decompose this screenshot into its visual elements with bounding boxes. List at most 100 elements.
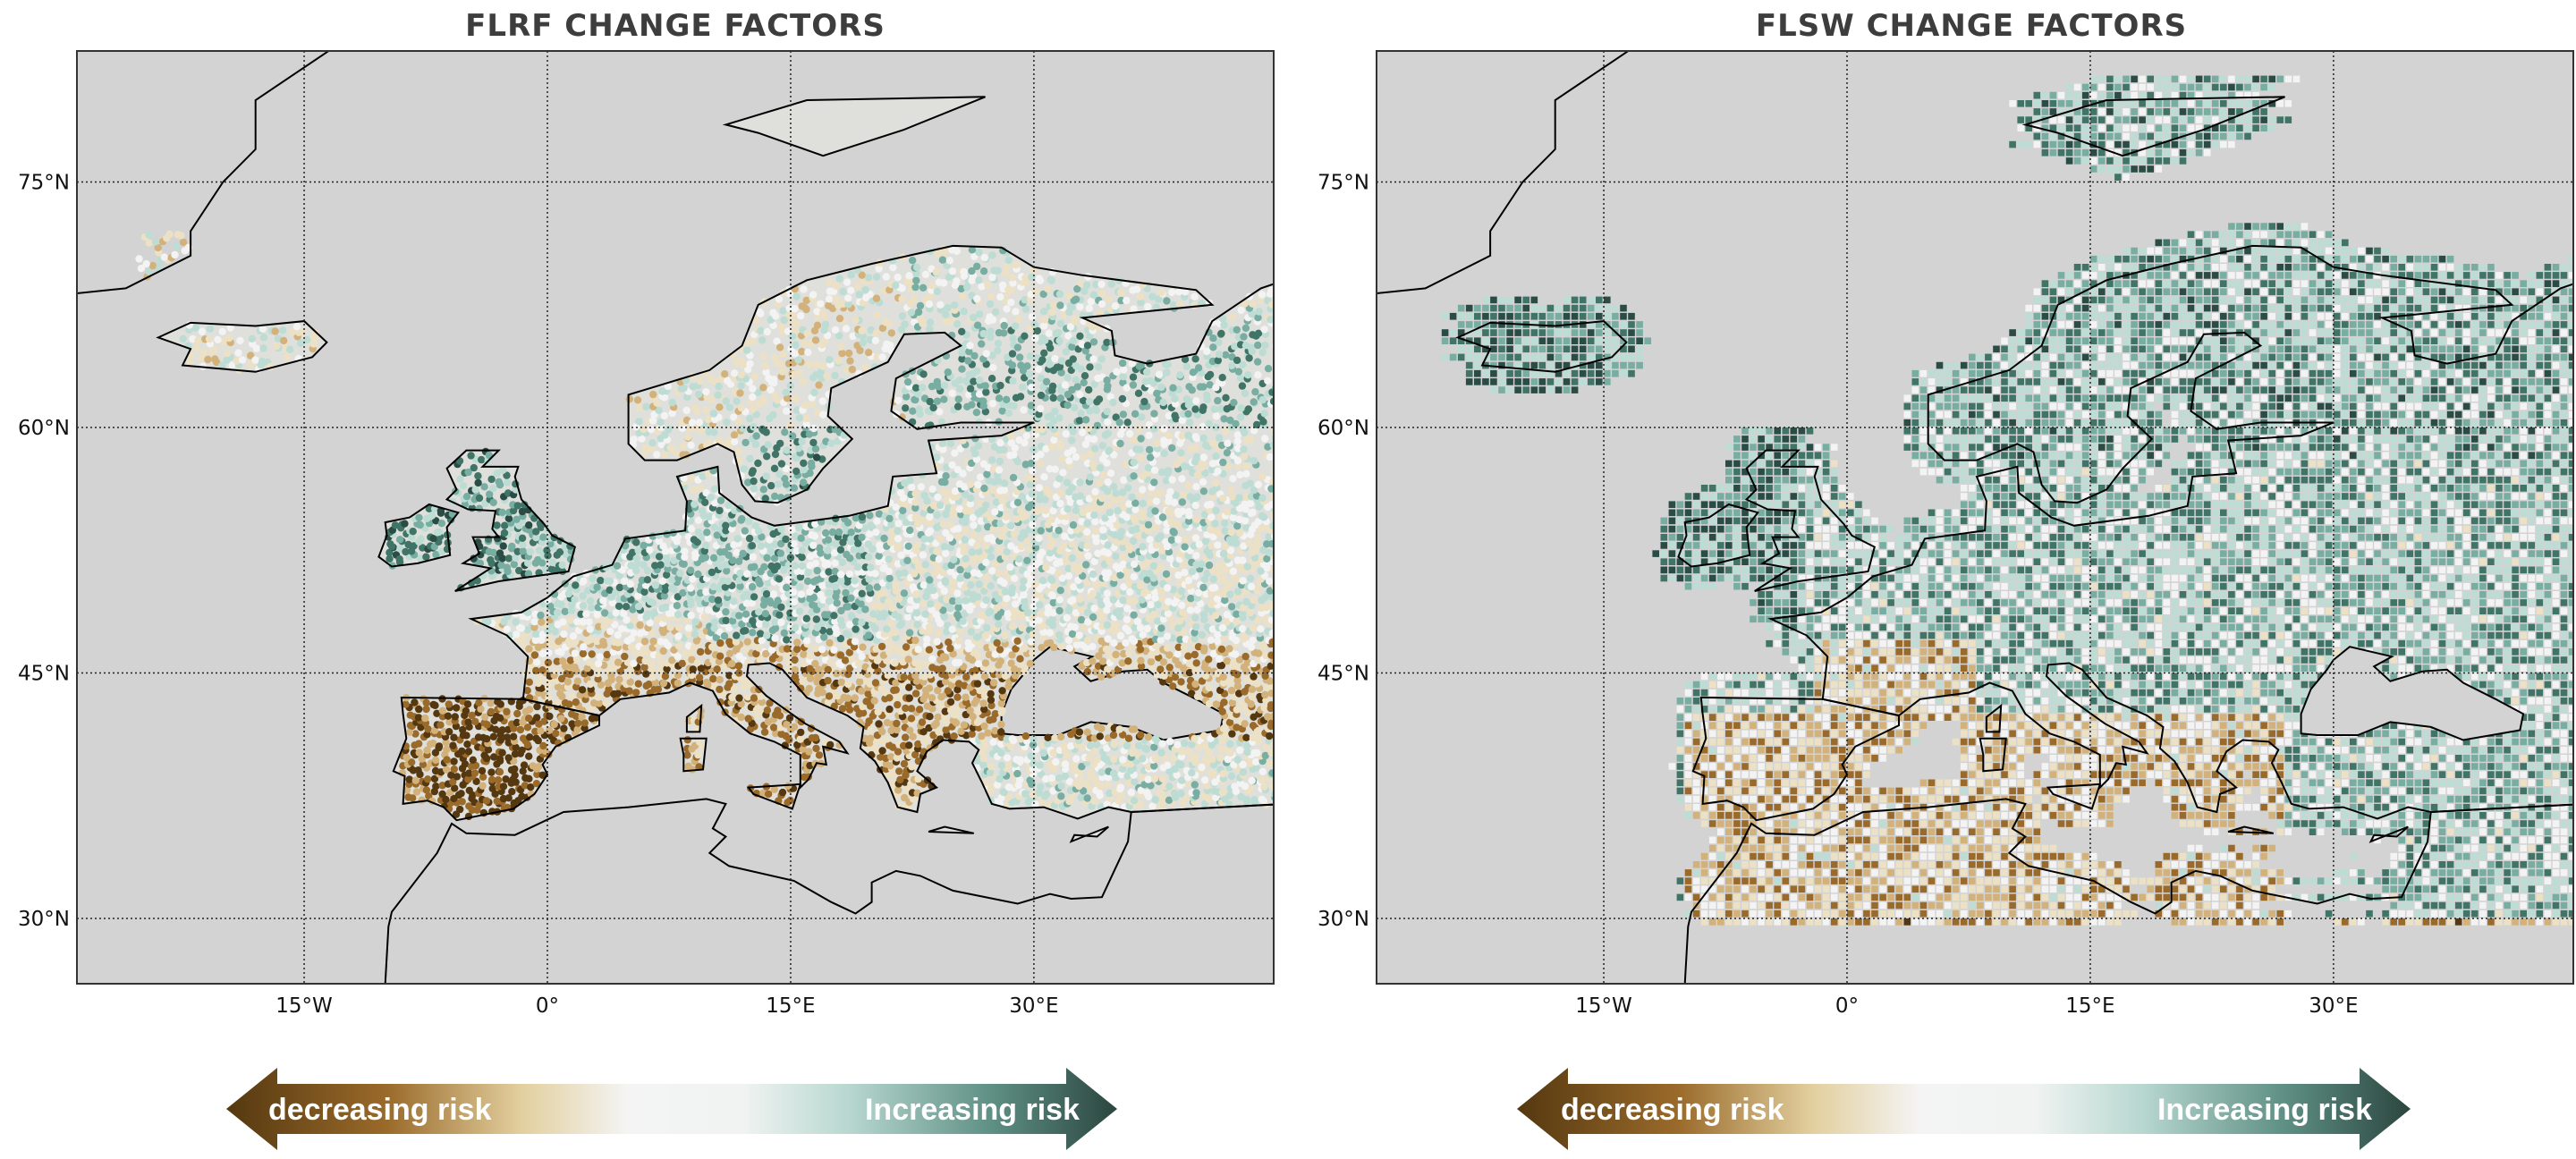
- risk-point: [1246, 574, 1255, 583]
- risk-point: [527, 783, 535, 791]
- risk-point: [795, 414, 804, 422]
- risk-point: [1225, 678, 1234, 686]
- risk-point: [817, 590, 825, 599]
- risk-point: [1119, 756, 1127, 764]
- risk-point: [738, 515, 746, 523]
- risk-point: [978, 732, 986, 740]
- risk-point: [720, 632, 729, 640]
- risk-point: [588, 604, 596, 612]
- risk-point: [836, 651, 845, 659]
- risk-point: [735, 612, 743, 620]
- risk-point: [887, 753, 895, 761]
- risk-point: [568, 720, 576, 728]
- risk-point: [781, 428, 789, 436]
- risk-point: [1181, 569, 1189, 577]
- risk-point: [724, 577, 732, 586]
- risk-point: [1228, 493, 1237, 501]
- risk-point: [1268, 638, 1274, 647]
- risk-point: [1096, 464, 1105, 472]
- risk-point: [802, 414, 811, 423]
- risk-point: [935, 555, 944, 563]
- risk-point: [1060, 742, 1069, 750]
- risk-point: [974, 660, 983, 668]
- risk-point: [431, 756, 440, 764]
- risk-point: [902, 704, 910, 713]
- risk-point: [975, 580, 984, 588]
- risk-point: [1104, 734, 1113, 742]
- risk-point: [946, 520, 954, 529]
- risk-point: [1065, 797, 1073, 806]
- risk-point: [802, 614, 810, 622]
- risk-point: [1038, 548, 1046, 556]
- risk-point: [1010, 451, 1018, 459]
- risk-point: [920, 491, 928, 500]
- risk-point: [1037, 451, 1045, 459]
- risk-point: [1222, 730, 1230, 739]
- risk-point: [1219, 673, 1227, 681]
- risk-point: [880, 534, 888, 543]
- risk-point: [1013, 637, 1021, 645]
- risk-point: [836, 571, 845, 579]
- risk-point: [1130, 513, 1138, 521]
- risk-point: [735, 417, 743, 426]
- risk-point: [687, 441, 695, 449]
- risk-point: [483, 754, 491, 763]
- risk-point: [750, 593, 758, 601]
- risk-point: [1191, 734, 1199, 743]
- risk-point: [626, 678, 634, 686]
- risk-point: [1082, 780, 1091, 788]
- risk-point: [1185, 660, 1194, 668]
- risk-point: [741, 610, 750, 618]
- risk-point: [901, 793, 909, 802]
- risk-point: [755, 608, 763, 616]
- risk-point: [807, 459, 816, 468]
- risk-point: [537, 611, 545, 620]
- risk-point: [1170, 529, 1178, 537]
- risk-point: [634, 680, 642, 688]
- risk-point: [933, 547, 941, 555]
- risk-point: [566, 656, 575, 664]
- risk-point: [1123, 741, 1131, 750]
- risk-point: [702, 678, 711, 687]
- risk-point: [1269, 713, 1274, 721]
- risk-point: [533, 702, 541, 711]
- risk-point: [984, 678, 992, 686]
- risk-point: [503, 707, 511, 715]
- risk-point: [1050, 425, 1058, 434]
- risk-point: [1077, 615, 1086, 624]
- risk-point: [837, 678, 845, 687]
- risk-point: [793, 740, 801, 749]
- risk-point: [926, 512, 934, 521]
- risk-point: [1249, 722, 1258, 730]
- risk-point: [871, 570, 879, 578]
- risk-point: [770, 464, 779, 472]
- risk-point: [1158, 798, 1167, 807]
- risk-point: [967, 495, 975, 503]
- risk-point: [1239, 768, 1248, 776]
- risk-point: [1105, 446, 1114, 454]
- risk-point: [992, 744, 1001, 753]
- risk-point: [1004, 761, 1013, 769]
- risk-point: [867, 521, 875, 529]
- risk-point: [733, 397, 741, 405]
- risk-point: [467, 452, 475, 460]
- risk-point: [1247, 700, 1255, 708]
- risk-point: [1003, 754, 1012, 762]
- risk-point: [1029, 630, 1037, 639]
- risk-point: [806, 674, 815, 682]
- risk-point: [557, 600, 565, 609]
- risk-point: [533, 714, 541, 722]
- risk-point: [832, 624, 840, 632]
- risk-point: [615, 583, 624, 592]
- risk-point: [697, 484, 705, 492]
- risk-point: [1047, 591, 1056, 599]
- risk-point: [423, 746, 431, 755]
- risk-point: [646, 597, 655, 605]
- risk-point: [716, 675, 724, 684]
- risk-point: [871, 679, 880, 687]
- risk-point: [741, 438, 750, 447]
- risk-point: [926, 527, 935, 535]
- risk-point: [483, 721, 491, 729]
- risk-point: [1105, 501, 1113, 509]
- risk-point: [767, 646, 776, 654]
